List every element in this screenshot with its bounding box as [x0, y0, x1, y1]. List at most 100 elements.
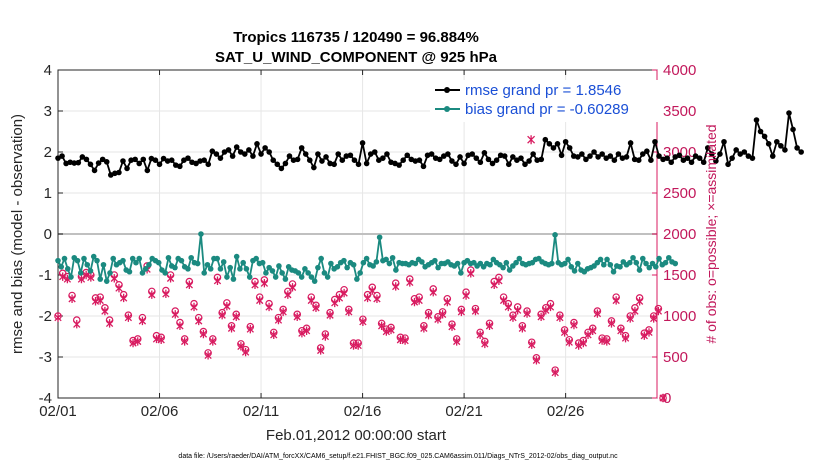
obs-assimilated-point	[509, 313, 517, 322]
obs-assimilated-point	[514, 306, 522, 315]
rmse-point	[294, 156, 301, 163]
bias-point	[454, 260, 461, 267]
rmse-point	[713, 158, 719, 164]
obs-assimilated-point	[129, 338, 137, 348]
y-tick-label-right: 1500	[663, 267, 696, 284]
bias-point	[233, 253, 240, 260]
bias-point	[435, 264, 441, 271]
bias-point	[246, 274, 253, 280]
bias-point	[305, 270, 311, 276]
bias-point	[188, 254, 195, 261]
bias-point	[272, 274, 279, 280]
rmse-point	[481, 150, 488, 156]
obs-assimilated-point	[401, 336, 409, 345]
obs-assimilated-point	[645, 328, 653, 337]
rmse-point	[449, 158, 455, 164]
obs-assimilated-point	[476, 330, 484, 340]
rmse-point	[319, 158, 325, 164]
rmse-point	[579, 151, 585, 157]
obs-assimilated-point	[227, 324, 236, 333]
bias-point	[370, 263, 376, 269]
bias-point	[240, 259, 246, 266]
obs-assimilated-point	[457, 307, 466, 317]
bias-point	[139, 270, 146, 276]
x-tick-label: 02/01	[39, 403, 77, 420]
obs-assimilated-point	[654, 306, 663, 316]
rmse-point	[485, 156, 492, 163]
rmse-point	[286, 153, 293, 159]
rmse-point	[116, 169, 122, 176]
rmse-point	[91, 167, 98, 174]
rmse-point	[99, 156, 106, 163]
rmse-point	[595, 154, 601, 160]
obs-assimilated-point	[354, 341, 362, 350]
bias-point	[155, 259, 162, 266]
bias-point	[646, 264, 653, 271]
bias-point	[383, 256, 389, 263]
bias-point	[513, 259, 519, 266]
legend-bias-marker	[444, 106, 450, 112]
bias-point	[516, 255, 523, 262]
bias-point	[64, 266, 71, 272]
obs-assimilated-point	[406, 278, 414, 287]
rmse-point	[323, 154, 329, 160]
bias-point	[214, 255, 220, 262]
x-tick-label: 02/16	[344, 403, 382, 420]
obs-assimilated-point	[68, 294, 76, 303]
obs-assimilated-point	[218, 310, 226, 320]
bias-point	[230, 276, 237, 282]
rmse-point	[550, 145, 557, 151]
obs-assimilated-point	[213, 276, 222, 285]
obs-assimilated-point	[54, 313, 62, 322]
obs-assimilated-point	[560, 328, 569, 337]
rmse-point	[757, 128, 764, 135]
bias-point	[575, 260, 581, 267]
bias-point	[103, 278, 110, 284]
bias-point	[207, 266, 214, 272]
bias-point	[279, 270, 285, 276]
obs-assimilated-point	[298, 329, 306, 338]
rmse-point	[246, 147, 252, 153]
bias-point	[68, 274, 74, 280]
bias-point	[204, 261, 211, 268]
rmse-point	[306, 157, 313, 163]
rmse-point	[270, 157, 277, 163]
rmse-point	[79, 154, 86, 160]
rmse-point	[315, 151, 321, 157]
rmse-point	[217, 155, 224, 161]
rmse-point	[262, 145, 268, 151]
rmse-point	[380, 155, 386, 161]
rmse-point	[140, 156, 147, 163]
obs-assimilated-point	[579, 338, 587, 348]
rmse-point	[120, 158, 126, 164]
bias-point	[568, 264, 575, 270]
bias-point	[58, 264, 65, 270]
obs-assimilated-point	[59, 272, 67, 281]
bias-point	[662, 259, 669, 266]
obs-assimilated-point	[640, 331, 648, 340]
obs-assimilated-point	[368, 286, 376, 295]
chart-title-line1: Tropics 116735 / 120490 = 96.884%	[233, 29, 479, 46]
legend-bias-label: bias grand pr = -0.60289	[465, 101, 629, 118]
rmse-point	[205, 161, 212, 168]
rmse-point	[676, 152, 683, 159]
rmse-point	[298, 145, 305, 151]
y-axis-label-left: rmse and bias (model - observation)	[9, 114, 26, 354]
y-tick-label-left: 0	[44, 226, 52, 243]
rmse-point	[790, 126, 796, 133]
y-axis-label-right: # of obs: o=possible; ×=assimilated	[703, 124, 719, 343]
rmse-point	[347, 152, 354, 159]
rmse-point	[136, 160, 143, 167]
rmse-point	[242, 151, 248, 157]
bias-point	[237, 266, 243, 272]
bias-point	[373, 259, 380, 265]
rmse-point	[599, 151, 605, 157]
bias-point	[97, 276, 104, 282]
rmse-point	[615, 151, 622, 157]
bias-point	[136, 255, 143, 262]
obs-assimilated-point	[603, 337, 611, 346]
obs-assimilated-point	[232, 312, 240, 322]
rmse-point	[753, 117, 760, 123]
bias-point	[360, 259, 367, 266]
rmse-point	[668, 159, 675, 166]
